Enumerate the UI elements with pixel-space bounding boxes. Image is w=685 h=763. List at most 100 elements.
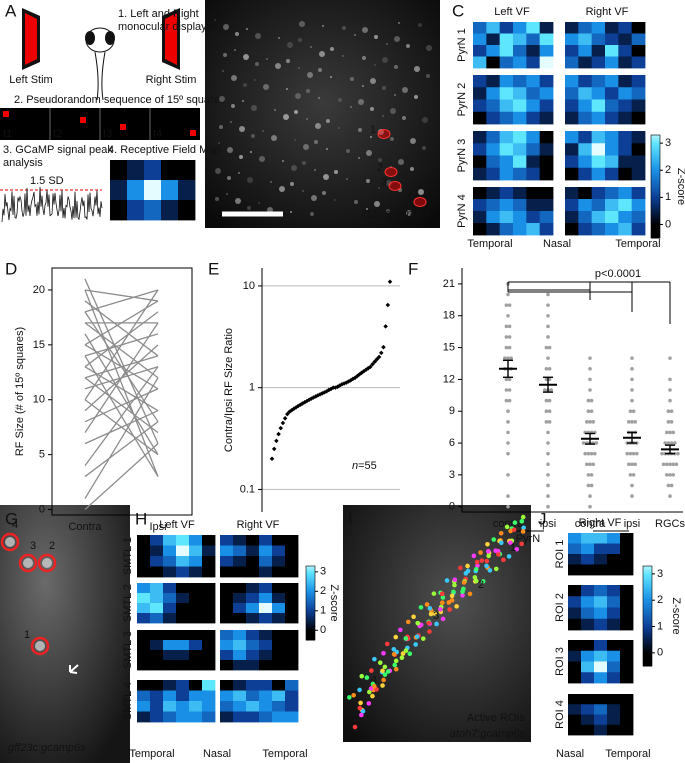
heatmap-cell: [526, 211, 541, 224]
colorbar-slice: [306, 571, 315, 574]
point: [546, 313, 550, 318]
heatmap-cell: [137, 583, 151, 594]
heatmap-cell: [220, 535, 234, 546]
colorbar-tick-label: 3: [320, 566, 326, 578]
point: [661, 462, 666, 467]
heatmap-cell: [163, 630, 177, 641]
heatmap-cell: [526, 155, 541, 169]
point: [381, 344, 386, 350]
roi-dot: [399, 655, 405, 660]
cell: [398, 22, 400, 24]
cell: [215, 168, 221, 174]
cell: [394, 65, 398, 69]
cell: [247, 177, 253, 183]
heatmap-cell: [233, 613, 247, 624]
heatmap-cell: [539, 155, 554, 169]
heatmap-cell: [220, 640, 234, 651]
heatmap-cell: [565, 211, 579, 224]
colorbar-slice: [651, 222, 660, 226]
cell: [259, 156, 265, 162]
heatmap-cell: [539, 75, 554, 88]
heatmap-cell: [499, 45, 514, 57]
colorbar-slice: [643, 623, 652, 627]
heatmap-cell: [176, 690, 190, 702]
colorbar-tick-label: 1: [657, 620, 663, 632]
heatmap-cell: [581, 533, 595, 544]
point: [546, 494, 550, 498]
roi-dot: [385, 669, 391, 674]
cell: [330, 47, 334, 51]
y-tick-label: 10: [33, 394, 45, 406]
roi-dot: [427, 629, 432, 634]
heatmap-cell: [233, 650, 247, 661]
roi-label: 2: [49, 540, 55, 552]
heatmap-cell: [605, 223, 619, 236]
col-label: Right VF: [237, 519, 280, 531]
heatmap-cell: [539, 143, 554, 156]
heatmap-cell: [591, 99, 606, 113]
roi-dot: [521, 525, 526, 531]
pair-line: [84, 443, 159, 510]
heatmap-cell: [618, 45, 633, 57]
heatmap-cell: [539, 199, 554, 212]
colorbar-slice: [651, 153, 660, 157]
heatmap-cell: [631, 211, 646, 224]
heatmap-cell: [202, 630, 216, 641]
row-label: ROI 4: [554, 700, 566, 729]
heatmap-cell: [163, 556, 177, 567]
roi-dot: [519, 519, 525, 524]
heatmap-cell: [568, 650, 582, 662]
heatmap-cell: [272, 545, 286, 557]
group-label: RGCs: [655, 518, 685, 530]
point: [631, 409, 636, 414]
heatmap-cell: [272, 701, 286, 712]
heatmap-cell: [163, 690, 177, 702]
heatmap-cell: [189, 650, 203, 661]
heatmap-cell: [499, 223, 514, 236]
roi-label: 3: [433, 610, 439, 622]
heatmap-cell: [486, 56, 501, 69]
heatmap-cell: [150, 613, 164, 624]
y-tick-label: 18: [443, 310, 455, 322]
row-label: ROI 3: [554, 647, 566, 676]
heatmap-cell: [176, 680, 190, 691]
step-text: monocular displays: [118, 21, 213, 33]
heatmap-cell: [620, 533, 634, 544]
heatmap-cell: [620, 661, 634, 673]
heatmap-cell: [631, 187, 646, 200]
heatmap-cell: [137, 603, 151, 614]
roi-dot: [403, 636, 409, 641]
row-label: SMTL 3: [122, 631, 134, 669]
roi-label: 1: [510, 542, 516, 554]
roi-label: 3: [381, 176, 387, 188]
heatmap-cell: [202, 711, 216, 723]
roi-dot: [351, 692, 356, 698]
heatmap-cell: [163, 613, 177, 624]
point: [544, 409, 549, 414]
heatmap-cell: [513, 45, 527, 57]
heatmap-cell: [526, 22, 541, 34]
heatmap-cell: [565, 33, 579, 46]
colorbar-slice: [306, 599, 315, 602]
heatmap-cell: [578, 167, 593, 181]
cell: [314, 140, 318, 144]
heatmap-cell: [526, 167, 541, 181]
heatmap-cell: [526, 199, 541, 212]
heatmap-cell: [565, 45, 579, 57]
heatmap-cell: [631, 45, 646, 57]
roi-label: 1: [24, 629, 30, 641]
colorbar-label: Z-score: [670, 597, 682, 634]
heatmap-cell: [163, 701, 177, 712]
step-text: 1. Left and Right: [118, 8, 199, 20]
row-label: SMTL 1: [122, 537, 134, 575]
cell: [274, 109, 276, 111]
heatmap-cell: [202, 613, 216, 624]
heatmap-cell: [189, 711, 203, 723]
point: [635, 451, 639, 456]
y-tick-label: 10: [243, 280, 255, 292]
heatmap-cell: [150, 566, 164, 578]
point: [547, 345, 552, 350]
roi-dot: [418, 605, 424, 610]
colorbar-slice: [306, 632, 315, 635]
heatmap-cell: [178, 180, 196, 201]
